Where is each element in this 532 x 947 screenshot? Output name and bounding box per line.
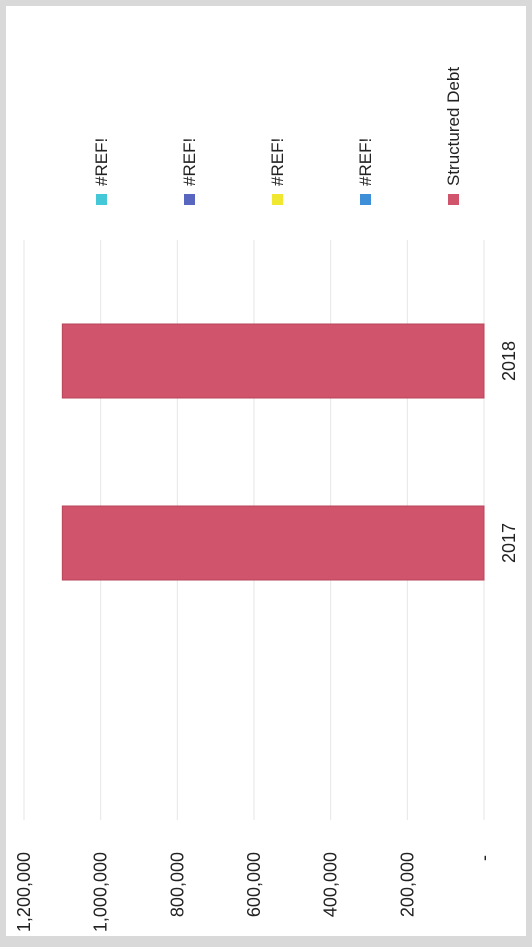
y-tick-label: 600,000: [244, 852, 264, 917]
chart-area: [6, 6, 526, 936]
legend-swatch: [448, 194, 459, 205]
legend-label: #REF!: [268, 138, 287, 186]
x-axis-ticks: 2017 2018: [499, 341, 519, 563]
y-tick-label: -: [474, 855, 494, 861]
legend-label: #REF!: [180, 138, 199, 186]
y-tick-label: 800,000: [167, 852, 187, 917]
y-tick-label: 1,200,000: [14, 852, 34, 932]
legend: #REF! #REF! #REF! #REF! Structured Debt: [92, 67, 463, 205]
y-tick-label: 1,000,000: [91, 852, 111, 932]
x-tick-label: 2017: [499, 523, 519, 563]
legend-label: Structured Debt: [444, 67, 463, 186]
legend-swatch: [184, 194, 195, 205]
legend-swatch: [360, 194, 371, 205]
bar: [61, 323, 485, 399]
legend-label: #REF!: [356, 138, 375, 186]
bars: [61, 323, 485, 581]
y-axis-ticks: - 200,000 400,000 600,000 800,000 1,000,000 1,…: [14, 852, 494, 932]
legend-swatch: [272, 194, 283, 205]
y-tick-label: 400,000: [321, 852, 341, 917]
bar: [61, 505, 485, 581]
x-tick-label: 2018: [499, 341, 519, 381]
legend-label: #REF!: [92, 138, 111, 186]
y-tick-label: 200,000: [397, 852, 417, 917]
legend-swatch: [96, 194, 107, 205]
